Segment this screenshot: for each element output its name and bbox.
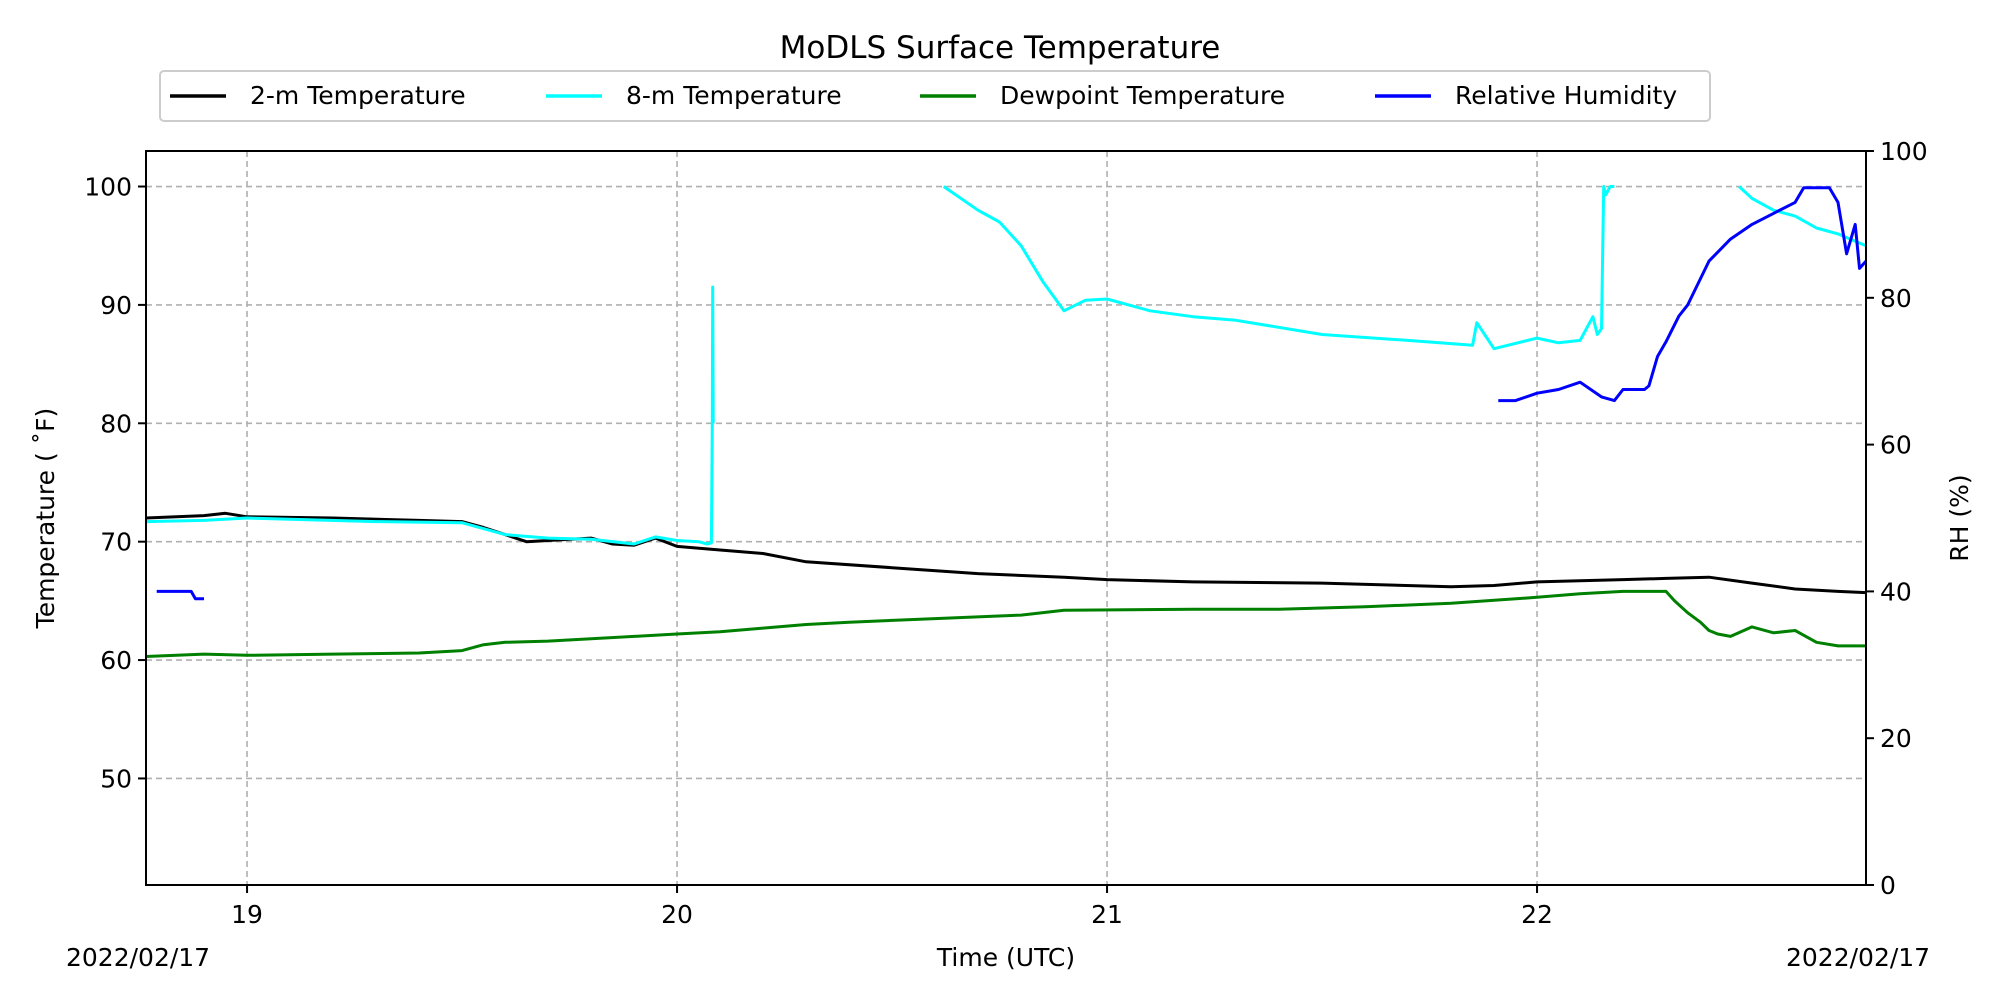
x-axis: 19 20 21 22 xyxy=(231,885,1553,929)
series-line-1 xyxy=(145,511,1867,595)
y-axis-left-label: Temperature ( ˚F) xyxy=(31,408,60,630)
series-group xyxy=(145,185,1868,658)
plot-frame xyxy=(145,150,1867,886)
date-label-right: 2022/02/17 xyxy=(1786,943,1930,972)
x-axis-label: Time (UTC) xyxy=(936,943,1075,972)
x-tick-label: 20 xyxy=(661,900,693,929)
series-line-4 xyxy=(156,186,1868,601)
y-right-tick-label: 40 xyxy=(1880,577,1912,606)
chart-title: MoDLS Surface Temperature xyxy=(780,30,1221,66)
x-tick-label: 19 xyxy=(231,900,263,929)
legend-label-2: 8-m Temperature xyxy=(626,81,842,110)
y-axis-right-label: RH (%) xyxy=(1945,474,1974,561)
y-left-tick-label: 60 xyxy=(100,646,132,675)
y-right-tick-label: 80 xyxy=(1880,284,1912,313)
legend: 2-m Temperature 8-m Temperature Dewpoint T… xyxy=(159,70,1711,122)
legend-label-1: 2-m Temperature xyxy=(250,81,466,110)
x-tick-label: 22 xyxy=(1521,900,1553,929)
series-line-2 xyxy=(145,185,1867,546)
legend-label-3: Dewpoint Temperature xyxy=(1000,81,1285,110)
y-right-tick-label: 20 xyxy=(1880,724,1912,753)
series-line-3 xyxy=(145,589,1866,658)
y-left-tick-label: 80 xyxy=(100,409,132,438)
y-right-tick-label: 0 xyxy=(1880,871,1896,900)
date-label-left: 2022/02/17 xyxy=(66,943,210,972)
x-tick-label: 21 xyxy=(1091,900,1123,929)
y-left-tick-label: 50 xyxy=(100,764,132,793)
y-left-tick-label: 70 xyxy=(100,528,132,557)
y-right-tick-label: 60 xyxy=(1880,431,1912,460)
grid xyxy=(146,151,1866,885)
y-left-tick-label: 90 xyxy=(100,291,132,320)
y-axis-left: 50 60 70 80 90 100 xyxy=(84,173,146,793)
y-axis-right: 0 20 40 60 80 100 xyxy=(1866,137,1928,900)
legend-label-4: Relative Humidity xyxy=(1455,81,1677,110)
y-left-tick-label: 100 xyxy=(84,173,132,202)
y-right-tick-label: 100 xyxy=(1880,137,1928,166)
